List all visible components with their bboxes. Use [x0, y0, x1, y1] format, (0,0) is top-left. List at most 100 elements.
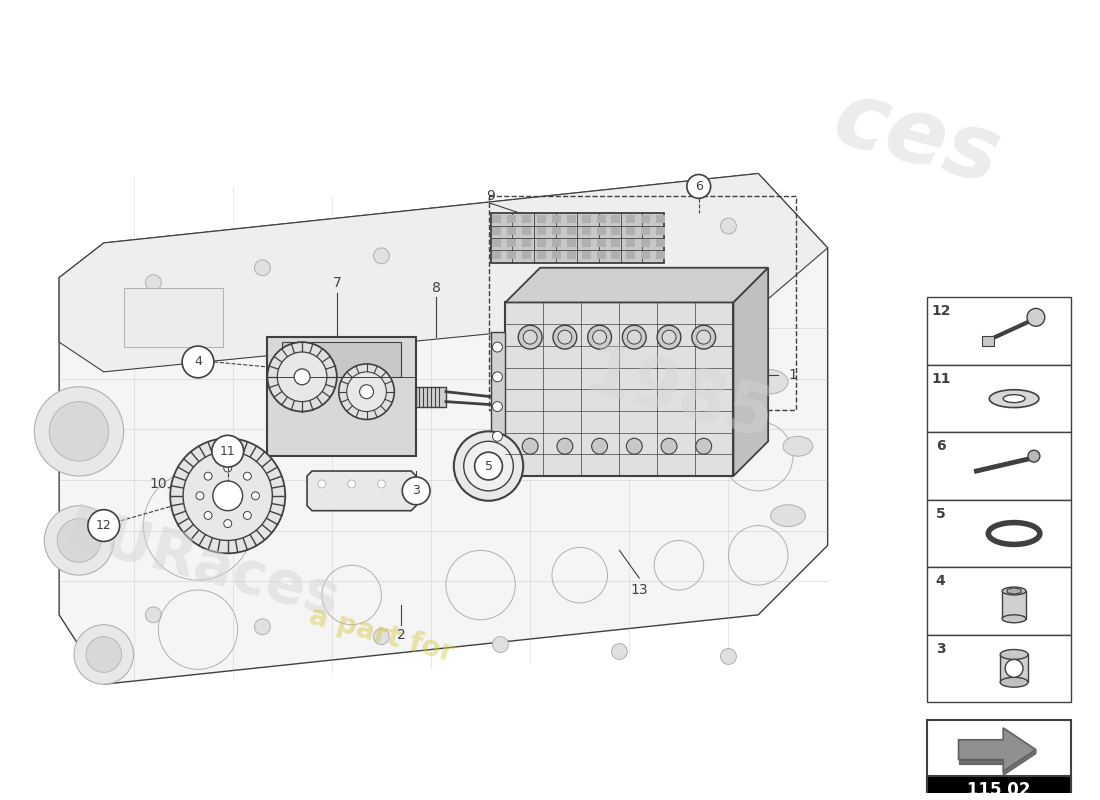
Polygon shape	[734, 268, 768, 476]
Circle shape	[407, 480, 415, 488]
Bar	[927, 720, 1070, 800]
Bar	[488, 196, 796, 410]
Circle shape	[692, 326, 716, 349]
Text: 4: 4	[936, 574, 946, 588]
Bar	[612, 239, 620, 247]
Text: 6: 6	[695, 180, 703, 193]
Bar	[582, 215, 591, 223]
Circle shape	[493, 238, 508, 254]
Circle shape	[196, 492, 204, 500]
Circle shape	[612, 228, 627, 244]
Bar	[927, 500, 1070, 567]
Ellipse shape	[1000, 650, 1028, 659]
Text: EURaces: EURaces	[60, 502, 345, 629]
Text: 8: 8	[431, 281, 440, 294]
Bar	[267, 337, 416, 456]
Bar	[1000, 654, 1028, 682]
Circle shape	[88, 510, 120, 542]
Circle shape	[1005, 659, 1023, 678]
Circle shape	[223, 464, 232, 472]
Circle shape	[623, 326, 646, 349]
Bar	[982, 336, 994, 346]
Circle shape	[1027, 308, 1045, 326]
Text: 7: 7	[332, 276, 341, 290]
Circle shape	[34, 386, 123, 476]
Bar	[507, 239, 516, 247]
Bar	[493, 227, 502, 235]
Bar	[522, 227, 531, 235]
Circle shape	[57, 518, 101, 562]
Circle shape	[493, 372, 503, 382]
Circle shape	[243, 511, 251, 519]
Text: 11: 11	[931, 372, 950, 386]
Circle shape	[212, 435, 243, 467]
Bar	[596, 251, 605, 259]
Circle shape	[374, 248, 389, 264]
Polygon shape	[307, 471, 416, 510]
Text: 13: 13	[630, 583, 648, 597]
Bar	[626, 215, 636, 223]
Ellipse shape	[1002, 587, 1026, 595]
Circle shape	[223, 520, 232, 527]
Circle shape	[478, 456, 498, 476]
Bar	[927, 634, 1070, 702]
Bar	[626, 227, 636, 235]
Text: a part for: a part for	[306, 602, 456, 667]
Bar	[507, 251, 516, 259]
Circle shape	[252, 492, 260, 500]
Polygon shape	[59, 174, 827, 372]
Bar	[641, 239, 650, 247]
Bar	[493, 239, 502, 247]
Bar	[491, 332, 505, 446]
Circle shape	[145, 607, 162, 622]
Bar	[537, 251, 546, 259]
Circle shape	[205, 511, 212, 519]
Circle shape	[720, 649, 736, 664]
Bar	[1002, 591, 1026, 618]
Circle shape	[339, 364, 394, 419]
Circle shape	[592, 438, 607, 454]
Bar	[522, 239, 531, 247]
Bar	[927, 777, 1070, 800]
Circle shape	[1028, 450, 1040, 462]
Text: 1985: 1985	[576, 339, 781, 454]
Circle shape	[377, 480, 385, 488]
Circle shape	[254, 618, 271, 634]
Bar	[566, 215, 575, 223]
Bar	[596, 215, 605, 223]
Bar	[626, 251, 636, 259]
Polygon shape	[958, 759, 1003, 763]
Ellipse shape	[771, 505, 805, 526]
Circle shape	[360, 385, 374, 398]
Circle shape	[593, 330, 606, 344]
Circle shape	[183, 346, 213, 378]
Bar	[552, 215, 561, 223]
Bar	[566, 227, 575, 235]
Circle shape	[170, 438, 285, 554]
Circle shape	[145, 274, 162, 290]
Bar	[493, 251, 502, 259]
Bar	[927, 432, 1070, 500]
Ellipse shape	[1003, 394, 1025, 402]
Circle shape	[183, 451, 273, 541]
Circle shape	[493, 431, 503, 442]
Bar	[927, 365, 1070, 432]
Circle shape	[346, 372, 386, 411]
Polygon shape	[1003, 750, 1036, 775]
Ellipse shape	[783, 436, 813, 456]
Circle shape	[277, 352, 327, 402]
Text: 5: 5	[936, 506, 946, 521]
Bar	[493, 215, 502, 223]
Text: 12: 12	[931, 304, 950, 318]
Text: 11: 11	[220, 445, 235, 458]
Circle shape	[612, 643, 627, 659]
Circle shape	[493, 637, 508, 653]
Bar	[596, 227, 605, 235]
Bar	[612, 227, 620, 235]
Bar	[552, 239, 561, 247]
Text: 3: 3	[936, 642, 946, 655]
Circle shape	[318, 480, 326, 488]
Circle shape	[522, 438, 538, 454]
Bar	[656, 227, 666, 235]
Ellipse shape	[989, 390, 1038, 407]
